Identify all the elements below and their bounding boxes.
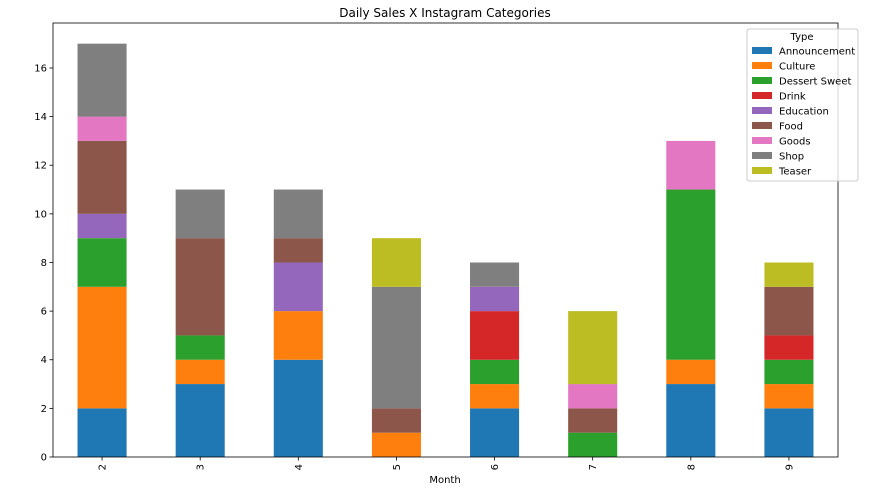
bar-segment-dessert-sweet-6 xyxy=(470,359,520,385)
bar-segment-drink-9 xyxy=(764,335,814,360)
legend-label-education: Education xyxy=(779,107,829,118)
bars-group xyxy=(77,43,814,457)
x-tick-label: 6 xyxy=(490,464,501,470)
x-tick-label: 8 xyxy=(686,464,697,470)
bar-segment-announcement-6 xyxy=(470,408,520,457)
legend-swatch-dessert-sweet xyxy=(752,77,772,84)
bar-segment-culture-9 xyxy=(764,384,814,409)
bar-segment-announcement-2 xyxy=(77,408,127,457)
bar-segment-shop-3 xyxy=(175,189,225,239)
legend-label-teaser: Teaser xyxy=(778,167,812,178)
bar-segment-drink-6 xyxy=(470,311,520,360)
y-tick-label: 0 xyxy=(41,453,47,464)
bar-segment-shop-6 xyxy=(470,262,520,287)
bar-segment-culture-8 xyxy=(666,359,716,385)
bar-segment-culture-5 xyxy=(371,432,421,457)
bar-segment-announcement-3 xyxy=(175,384,225,457)
bar-segment-shop-2 xyxy=(77,43,127,117)
legend-swatch-food xyxy=(752,122,772,129)
y-tick-label: 6 xyxy=(41,307,47,318)
y-tick-label: 16 xyxy=(34,63,47,74)
legend-title: Type xyxy=(790,32,814,43)
legend-label-goods: Goods xyxy=(779,137,811,148)
x-tick-label: 9 xyxy=(784,464,795,470)
bar-segment-shop-5 xyxy=(371,286,421,409)
legend-label-announcement: Announcement xyxy=(779,47,855,58)
bar-segment-announcement-9 xyxy=(764,408,814,457)
x-axis-title: Month xyxy=(429,475,460,486)
y-tick-label: 14 xyxy=(34,112,47,123)
legend-frame xyxy=(746,28,859,182)
axes-group: 0 2 4 6 8 10 12 14 16 2 3 4 5 6 7 8 9 xyxy=(34,22,839,470)
x-tick-label: 5 xyxy=(392,464,403,470)
bar-segment-food-5 xyxy=(371,408,421,433)
bar-segment-shop-4 xyxy=(273,189,323,239)
bar-segment-announcement-4 xyxy=(273,359,323,457)
y-tick-label: 4 xyxy=(41,355,47,366)
bar-segment-announcement-8 xyxy=(666,384,716,457)
x-tick-label: 2 xyxy=(98,464,109,470)
x-tick-label: 4 xyxy=(294,464,305,470)
legend: Type Announcement Culture Dessert Sweet Dri… xyxy=(746,28,859,182)
bar-segment-dessert-sweet-3 xyxy=(175,335,225,360)
bar-segment-teaser-9 xyxy=(764,262,814,287)
y-tick-label: 12 xyxy=(34,161,47,172)
legend-label-dessert-sweet: Dessert Sweet xyxy=(779,77,851,88)
y-tick-label: 2 xyxy=(41,404,47,415)
bar-segment-food-2 xyxy=(77,140,127,214)
bar-segment-education-6 xyxy=(470,286,520,312)
legend-swatch-announcement xyxy=(752,47,772,54)
legend-label-food: Food xyxy=(779,122,803,133)
bar-segment-dessert-sweet-9 xyxy=(764,359,814,385)
legend-swatch-goods xyxy=(752,137,772,144)
bar-segment-culture-2 xyxy=(77,286,127,409)
bar-segment-culture-4 xyxy=(273,311,323,360)
bar-segment-goods-2 xyxy=(77,116,127,141)
bar-segment-dessert-sweet-7 xyxy=(568,432,618,457)
chart-title: Daily Sales X Instagram Categories xyxy=(339,6,551,20)
bar-segment-food-7 xyxy=(568,408,618,433)
bar-segment-dessert-sweet-2 xyxy=(77,238,127,287)
bar-segment-culture-6 xyxy=(470,384,520,409)
legend-swatch-teaser xyxy=(752,167,772,174)
legend-label-culture: Culture xyxy=(779,62,815,73)
x-tick-label: 7 xyxy=(588,464,599,470)
bar-segment-food-4 xyxy=(273,238,323,263)
legend-items: Announcement Culture Dessert Sweet Drink Edu… xyxy=(752,47,855,178)
bar-segment-dessert-sweet-8 xyxy=(666,189,716,360)
plot-frame xyxy=(52,22,839,458)
bar-segment-education-4 xyxy=(273,262,323,312)
bar-segment-food-9 xyxy=(764,286,814,336)
bar-segment-food-3 xyxy=(175,238,225,336)
legend-label-shop: Shop xyxy=(779,152,804,163)
bar-segment-goods-7 xyxy=(568,384,618,409)
bar-segment-teaser-7 xyxy=(568,311,618,385)
y-tick-label: 10 xyxy=(34,209,47,220)
legend-swatch-shop xyxy=(752,152,772,159)
x-tick-label: 3 xyxy=(196,464,207,470)
legend-swatch-culture xyxy=(752,62,772,69)
bar-segment-teaser-5 xyxy=(371,238,421,287)
bar-segment-culture-3 xyxy=(175,359,225,385)
bar-segment-education-2 xyxy=(77,213,127,239)
legend-label-drink: Drink xyxy=(779,92,806,103)
legend-swatch-drink xyxy=(752,92,772,99)
y-tick-label: 8 xyxy=(41,258,47,269)
bar-segment-goods-8 xyxy=(666,140,716,190)
legend-swatch-education xyxy=(752,107,772,114)
